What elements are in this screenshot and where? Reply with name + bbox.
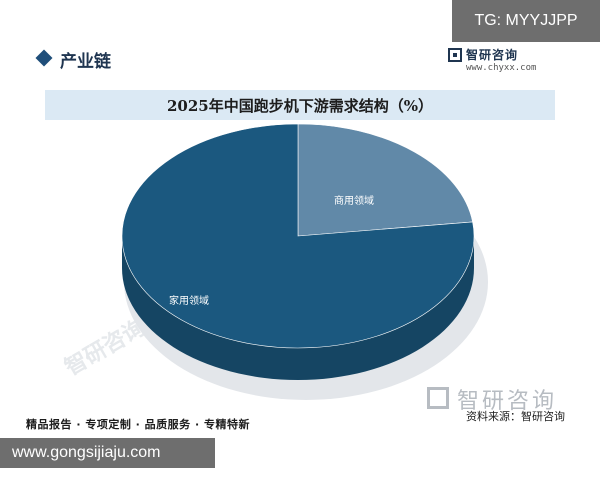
section-title: 产业链	[60, 52, 111, 72]
tg-badge: TG: MYYJJPP	[452, 0, 600, 42]
brand-logo: 智研咨询 www.chyxx.com	[448, 46, 568, 78]
logo-url: www.chyxx.com	[466, 63, 537, 73]
footer-logo: 智研咨询	[427, 383, 577, 417]
url-badge: www.gongsijiaju.com	[0, 438, 215, 468]
footer-logo-text: 智研咨询	[457, 389, 558, 414]
logo-icon	[427, 387, 449, 409]
header: 产业链 智研咨询 www.chyxx.com	[18, 40, 580, 80]
pie-slice	[121, 123, 475, 349]
pie-slice	[297, 123, 473, 237]
logo-icon	[448, 48, 462, 62]
chart-title: 2025年中国跑步机下游需求结构（%）	[166, 97, 433, 115]
footer-tagline: 精品报告 · 专项定制 · 品质服务 · 专精特新	[26, 418, 251, 431]
slice-label: 家用领域	[169, 294, 209, 307]
source-note: 资料来源：智研咨询	[466, 410, 565, 423]
chart-title-bar: 2025年中国跑步机下游需求结构（%）	[45, 90, 555, 120]
pie-side	[122, 236, 474, 380]
slice-label: 商用领域	[334, 194, 374, 207]
logo-name: 智研咨询	[466, 48, 519, 62]
